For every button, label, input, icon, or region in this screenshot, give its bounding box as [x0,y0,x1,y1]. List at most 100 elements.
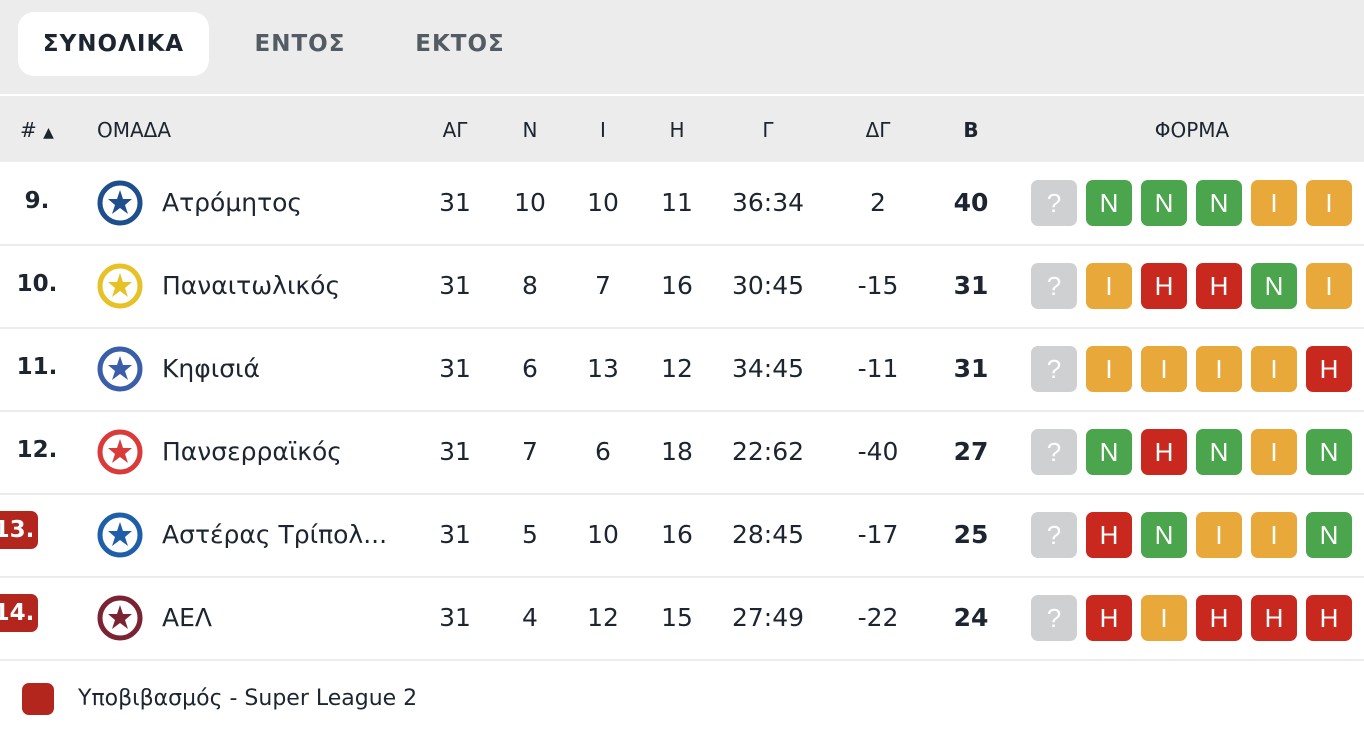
played: 31 [439,354,471,383]
form-badge-loss[interactable]: H [1306,346,1352,392]
table-header: # ▲ ΟΜΑΔΑ ΑΓ Ν Ι Η Γ ΔΓ Β ΦΟΡΜΑ [0,96,1364,162]
form-badge-draw[interactable]: I [1086,346,1132,392]
losses: 16 [661,520,693,549]
form-badge-draw[interactable]: I [1251,512,1297,558]
table-row[interactable]: 11. Κηφισιά 31 6 13 12 34:45 -11 31 ? I I I… [0,328,1364,412]
form-badge-win[interactable]: N [1141,180,1187,226]
form-badge-win[interactable]: N [1086,180,1132,226]
position: 11. [16,354,58,380]
form-badge-unknown[interactable]: ? [1031,429,1077,475]
form-badges: ? I I I I H [1031,346,1352,392]
team-name[interactable]: Αστέρας Τρίπολ... [162,520,388,549]
form-badge-unknown[interactable]: ? [1031,346,1077,392]
form-badge-unknown[interactable]: ? [1031,512,1077,558]
team-name[interactable]: Κηφισιά [162,354,260,383]
form-badge-loss[interactable]: H [1251,595,1297,641]
goals: 30:45 [731,271,805,300]
form-badge-draw[interactable]: I [1306,263,1352,309]
team-logo-icon [97,180,143,226]
form-badge-win[interactable]: N [1306,429,1352,475]
team-name[interactable]: Παναιτωλικός [162,271,341,300]
header-goals[interactable]: Γ [762,118,774,142]
position: 13. [0,511,38,549]
wins: 4 [522,603,538,632]
team-name[interactable]: ΑΕΛ [162,603,212,632]
played: 31 [439,437,471,466]
form-badges: ? H N I I N [1031,512,1352,558]
form-badge-draw[interactable]: I [1141,346,1187,392]
header-losses[interactable]: Η [669,118,685,142]
table-row[interactable]: 13. Αστέρας Τρίπολ... 31 5 10 16 28:45 -… [0,494,1364,578]
played: 31 [439,603,471,632]
team-logo-icon [97,263,143,309]
table-row[interactable]: 12. Πανσερραϊκός 31 7 6 18 22:62 -40 27 … [0,411,1364,495]
goals: 36:34 [731,188,805,217]
form-badge-draw[interactable]: I [1251,180,1297,226]
tab-away[interactable]: ΕΚΤΟΣ [415,31,505,57]
points: 40 [953,188,989,217]
form-badge-win[interactable]: N [1196,429,1242,475]
team-name[interactable]: Ατρόμητος [162,188,303,217]
form-badge-loss[interactable]: H [1196,595,1242,641]
tab-home[interactable]: ΕΝΤΟΣ [254,31,346,57]
form-badge-win[interactable]: N [1086,429,1132,475]
form-badge-loss[interactable]: H [1141,429,1187,475]
goal-difference: -17 [857,520,899,549]
goal-difference: -11 [857,354,899,383]
team-name[interactable]: Πανσερραϊκός [162,437,342,466]
form-badges: ? N H N I N [1031,429,1352,475]
draws: 13 [587,354,619,383]
form-badge-unknown[interactable]: ? [1031,180,1077,226]
form-badge-loss[interactable]: H [1141,263,1187,309]
header-played[interactable]: ΑΓ [442,118,468,142]
position: 14. [0,594,38,632]
form-badge-draw[interactable]: I [1196,512,1242,558]
form-badge-draw[interactable]: I [1251,429,1297,475]
draws: 10 [587,188,619,217]
form-badge-draw[interactable]: I [1141,595,1187,641]
form-badge-draw[interactable]: I [1196,346,1242,392]
form-badge-loss[interactable]: H [1086,595,1132,641]
form-badge-win[interactable]: N [1196,180,1242,226]
draws: 12 [587,603,619,632]
table-row[interactable]: 10. Παναιτωλικός 31 8 7 16 30:45 -15 31 … [0,245,1364,329]
form-badge-draw[interactable]: I [1086,263,1132,309]
header-diff[interactable]: ΔΓ [865,118,891,142]
relegation-legend-swatch [22,683,54,715]
played: 31 [439,271,471,300]
wins: 5 [522,520,538,549]
goals: 28:45 [731,520,805,549]
form-badge-loss[interactable]: H [1196,263,1242,309]
losses: 18 [661,437,693,466]
table-row[interactable]: 14. ΑΕΛ 31 4 12 15 27:49 -22 24 ? H I H H H [0,577,1364,661]
form-badges: ? N N N I I [1031,180,1352,226]
form-badge-unknown[interactable]: ? [1031,263,1077,309]
goals: 34:45 [731,354,805,383]
tab-bar: ΣΥΝΟΛΙΚΑ ΕΝΤΟΣ ΕΚΤΟΣ [0,0,1364,94]
form-badge-loss[interactable]: H [1086,512,1132,558]
form-badge-unknown[interactable]: ? [1031,595,1077,641]
goals: 22:62 [731,437,805,466]
header-form: ΦΟΡΜΑ [1154,118,1230,142]
position: 12. [16,437,58,463]
form-badge-win[interactable]: N [1251,263,1297,309]
form-badge-win[interactable]: N [1306,512,1352,558]
header-position[interactable]: # ▲ [20,118,54,142]
form-badge-draw[interactable]: I [1306,180,1352,226]
points: 27 [953,437,989,466]
header-draws[interactable]: Ι [600,118,606,142]
header-wins[interactable]: Ν [522,118,538,142]
draws: 6 [595,437,611,466]
header-team[interactable]: ΟΜΑΔΑ [97,118,172,142]
goals: 27:49 [731,603,805,632]
tab-overall[interactable]: ΣΥΝΟΛΙΚΑ [18,12,209,76]
goal-difference: -22 [857,603,899,632]
form-badge-loss[interactable]: H [1306,595,1352,641]
played: 31 [439,188,471,217]
wins: 7 [522,437,538,466]
table-row[interactable]: 9. Ατρόμητος 31 10 10 11 36:34 2 40 ? N N N… [0,162,1364,246]
form-badges: ? I H H N I [1031,263,1352,309]
form-badge-win[interactable]: N [1141,512,1187,558]
header-points[interactable]: Β [963,118,979,142]
form-badge-draw[interactable]: I [1251,346,1297,392]
